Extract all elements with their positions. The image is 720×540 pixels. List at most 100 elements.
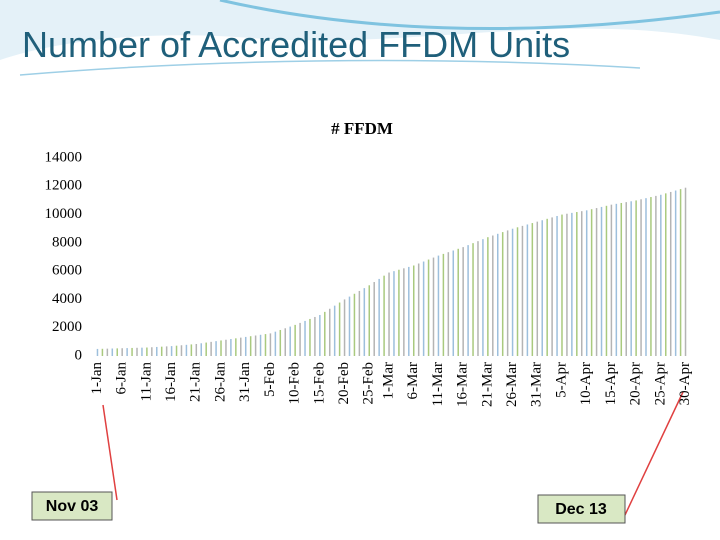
bar (556, 215, 558, 356)
y-tick-label: 0 (75, 347, 83, 363)
y-tick-label: 8000 (52, 234, 82, 250)
bar (536, 221, 539, 356)
x-tick-label: 26-Mar (504, 362, 520, 407)
callout-text: Dec 13 (555, 501, 607, 518)
bar (620, 202, 623, 356)
bar (215, 341, 217, 356)
bar (412, 265, 415, 356)
bar (160, 346, 163, 356)
header-swoosh (0, 0, 720, 60)
bar (541, 220, 543, 356)
x-tick-label: 10-Apr (578, 362, 594, 405)
bar (625, 202, 627, 356)
callout-line (624, 391, 684, 516)
bar (422, 261, 425, 356)
bar (472, 243, 474, 356)
y-tick-label: 10000 (45, 206, 83, 222)
bar (156, 346, 158, 356)
bar (284, 328, 287, 356)
x-tick-label: 25-Apr (652, 362, 668, 405)
bar (126, 348, 128, 356)
bar (319, 314, 321, 356)
bar (309, 318, 311, 356)
bar (665, 193, 667, 356)
x-tick-label: 16-Mar (455, 362, 471, 407)
bar (378, 278, 380, 356)
bar (363, 288, 366, 356)
bar (595, 208, 598, 356)
bar (264, 334, 267, 356)
bar (526, 224, 529, 356)
bar (462, 247, 464, 356)
chart-title: # FFDM (331, 119, 393, 138)
bar (388, 272, 390, 356)
bar (289, 326, 291, 356)
bar (645, 198, 647, 356)
x-tick-label: 5-Apr (553, 362, 569, 398)
bar (131, 347, 133, 356)
bar (457, 248, 459, 356)
x-tick-label: 31-Jan (237, 362, 253, 402)
bar (136, 347, 138, 356)
slide-title: Number of Accredited FFDM Units (22, 24, 570, 65)
x-tick-label: 10-Feb (287, 362, 303, 405)
bar (516, 227, 519, 356)
bar (615, 203, 618, 356)
bar (220, 340, 222, 356)
x-tick-label: 5-Feb (262, 362, 278, 397)
x-tick-label: 20-Feb (336, 362, 352, 405)
bar (348, 296, 351, 356)
bar (427, 259, 430, 356)
bar (679, 189, 682, 356)
bar (225, 339, 227, 356)
bar (566, 213, 568, 356)
bar (432, 257, 435, 356)
bar (205, 342, 207, 356)
bar (358, 290, 361, 356)
bar (368, 285, 371, 356)
callout-text: Nov 03 (46, 498, 99, 515)
bar (170, 346, 173, 356)
bar (437, 255, 440, 356)
bar (259, 334, 262, 356)
bar (195, 343, 198, 356)
bar (230, 339, 232, 356)
bar (244, 336, 247, 356)
bar (254, 335, 257, 356)
bar (96, 348, 99, 356)
y-tick-label: 4000 (52, 291, 82, 307)
bar (546, 218, 548, 356)
bar (151, 347, 153, 356)
bar (674, 190, 677, 356)
title-underline (19, 59, 641, 76)
bar (482, 239, 484, 356)
bar (393, 271, 395, 356)
bar (111, 348, 114, 356)
bar (669, 191, 672, 356)
bar (101, 348, 104, 356)
bar (249, 336, 252, 356)
bar (447, 252, 450, 356)
x-tick-label: 1-Mar (380, 362, 396, 400)
bar (299, 322, 301, 356)
bar (328, 308, 331, 356)
bar (274, 331, 277, 356)
bar (487, 237, 489, 356)
bar (521, 225, 524, 356)
bar (175, 345, 178, 356)
bar (185, 344, 188, 356)
bar (304, 320, 306, 356)
bar (571, 212, 573, 356)
bar (141, 347, 143, 356)
callout-box (537, 494, 626, 524)
x-tick-label: 30-Apr (677, 362, 693, 405)
bar (635, 200, 637, 356)
bar (314, 316, 316, 356)
bar (501, 232, 504, 356)
bar (610, 204, 613, 356)
bar (605, 205, 608, 356)
bar (353, 293, 356, 356)
bar (506, 230, 509, 356)
